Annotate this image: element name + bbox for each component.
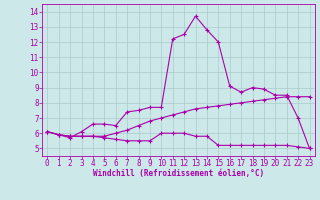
X-axis label: Windchill (Refroidissement éolien,°C): Windchill (Refroidissement éolien,°C) [93, 169, 264, 178]
